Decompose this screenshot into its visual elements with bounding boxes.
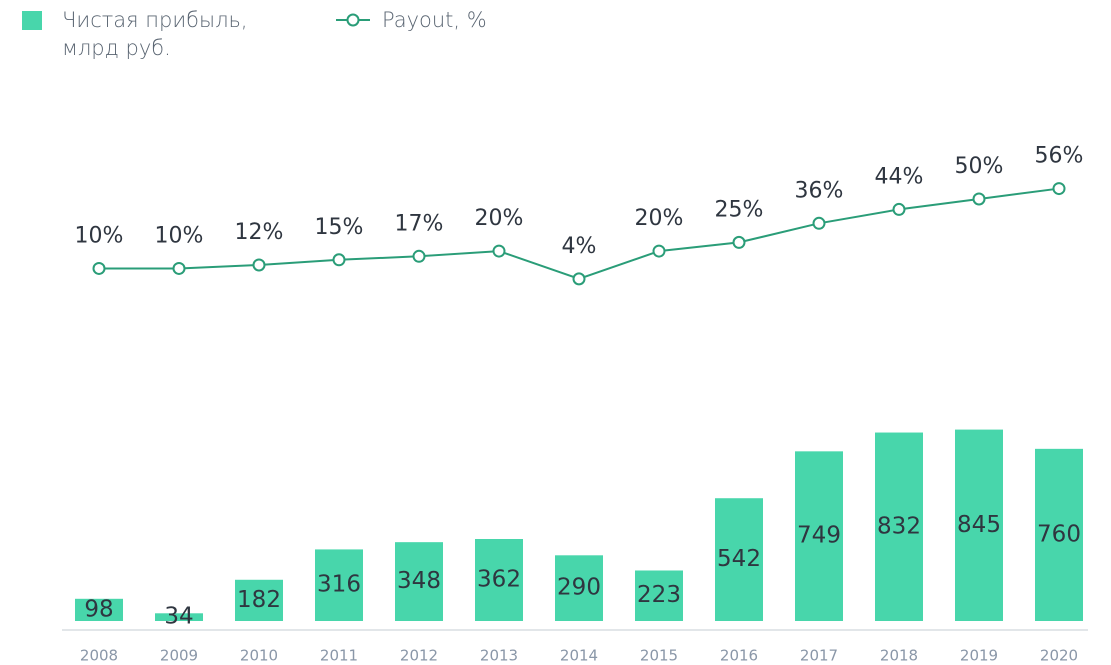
- bar: [955, 429, 1003, 621]
- x-tick-label: 2019: [960, 647, 998, 665]
- legend-marker: [346, 13, 360, 27]
- line-point: [412, 249, 426, 263]
- x-tick-label: 2020: [1040, 647, 1078, 665]
- data-label: 542: [717, 546, 761, 572]
- bar: [475, 538, 523, 621]
- data-label: 98: [84, 596, 113, 622]
- line-point: [92, 261, 106, 275]
- line-point: [652, 244, 666, 258]
- x-tick-label: 2018: [880, 647, 918, 665]
- data-label: 223: [637, 582, 681, 608]
- data-label: 20%: [475, 206, 524, 231]
- bar: [1035, 448, 1083, 621]
- data-label: 10%: [75, 223, 124, 248]
- line-point: [572, 272, 586, 286]
- x-tick-label: 2017: [800, 647, 838, 665]
- bar: [875, 432, 923, 621]
- x-tick-label: 2013: [480, 647, 518, 665]
- bar: [555, 555, 603, 621]
- bar: [235, 579, 283, 621]
- x-tick-label: 2012: [400, 647, 438, 665]
- data-label: 348: [397, 568, 441, 594]
- bar: [75, 598, 123, 621]
- data-label: 290: [557, 575, 601, 601]
- x-tick-label: 2011: [320, 647, 358, 665]
- x-tick-label: 2016: [720, 647, 758, 665]
- data-label: 760: [1037, 521, 1081, 547]
- data-label: 749: [797, 523, 841, 549]
- bar: [795, 451, 843, 621]
- line-point: [492, 244, 506, 258]
- legend-swatch: [22, 11, 42, 30]
- data-label: 15%: [315, 215, 364, 240]
- bar: [155, 613, 203, 621]
- bar: [715, 498, 763, 621]
- data-label: 4%: [562, 234, 597, 259]
- data-label: 362: [477, 566, 521, 592]
- x-tick-label: 2009: [160, 647, 198, 665]
- bar: [395, 542, 443, 621]
- data-label: 36%: [795, 178, 844, 203]
- x-tick-label: 2008: [80, 647, 118, 665]
- line-point: [812, 216, 826, 230]
- line-point: [972, 192, 986, 206]
- data-label: 25%: [715, 197, 764, 222]
- bar: [315, 549, 363, 621]
- legend-label: Чистая прибыль, млрд руб.: [62, 8, 248, 60]
- x-tick-label: 2015: [640, 647, 678, 665]
- bar: [635, 570, 683, 621]
- data-label: 17%: [395, 211, 444, 236]
- data-label: 832: [877, 513, 921, 539]
- data-label: 12%: [235, 220, 284, 245]
- x-tick-label: 2010: [240, 647, 278, 665]
- data-label: 56%: [1035, 144, 1084, 169]
- line-point: [332, 253, 346, 267]
- data-label: 50%: [955, 154, 1004, 179]
- legend-label: Payout, %: [382, 8, 487, 32]
- data-label: 182: [237, 587, 281, 613]
- data-label: 845: [957, 512, 1001, 538]
- x-tick-label: 2014: [560, 647, 598, 665]
- line-point: [172, 261, 186, 275]
- line-point: [252, 258, 266, 272]
- data-label: 316: [317, 572, 361, 598]
- line-point: [732, 235, 746, 249]
- line-point: [892, 202, 906, 216]
- line-point: [1052, 182, 1066, 196]
- data-label: 34: [164, 604, 193, 630]
- data-label: 44%: [875, 164, 924, 189]
- data-label: 20%: [635, 206, 684, 231]
- data-label: 10%: [155, 223, 204, 248]
